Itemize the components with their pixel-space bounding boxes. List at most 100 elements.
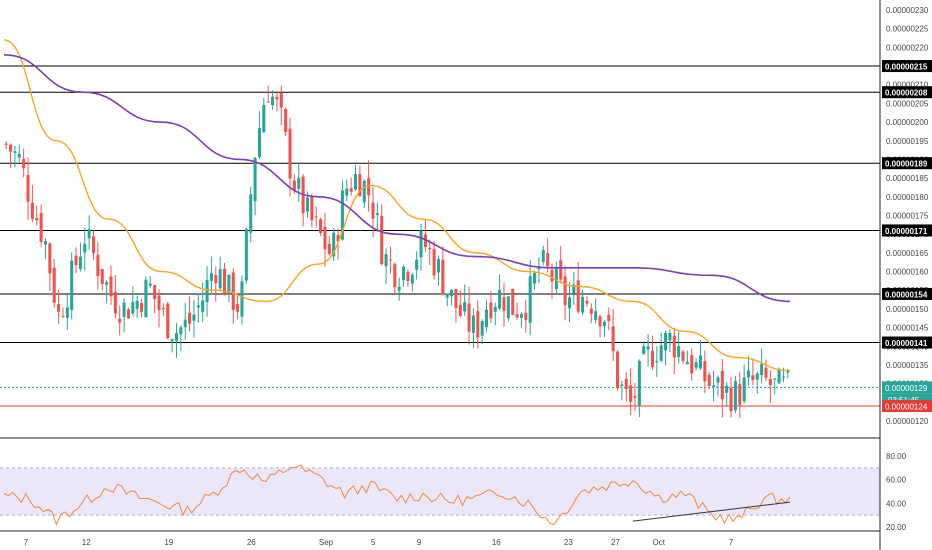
time-tick-label: Oct xyxy=(653,538,666,547)
candle-body xyxy=(144,279,148,318)
candle-body xyxy=(140,302,144,312)
candle-body xyxy=(471,315,475,334)
candle-body xyxy=(105,282,109,285)
candle-body xyxy=(712,385,716,388)
candle-body xyxy=(746,370,751,378)
candle-body xyxy=(681,351,685,361)
candle-body xyxy=(161,308,165,310)
candle-body xyxy=(659,345,663,361)
candle-body xyxy=(454,289,458,308)
price-axis[interactable]: 0.00000230 0.00000225 0.00000220 0.00000215… xyxy=(879,0,932,550)
candle-body xyxy=(192,314,196,321)
candle-body xyxy=(450,289,454,297)
candle-body xyxy=(458,304,462,316)
candle-body xyxy=(227,274,231,295)
candle-body xyxy=(764,367,768,378)
candle-body xyxy=(725,385,729,393)
candle-body xyxy=(17,153,21,158)
candle-body xyxy=(572,284,576,294)
candle-body xyxy=(188,312,192,324)
candle-body xyxy=(122,302,126,317)
price-tick-label: 0.00000165 xyxy=(886,249,929,258)
level-tag xyxy=(882,224,932,237)
candle-body xyxy=(83,243,87,253)
last-price-tag-label: 0.00000129 xyxy=(885,384,928,393)
ma-slow-line xyxy=(3,54,791,303)
candle-body xyxy=(423,234,427,247)
candle-body xyxy=(773,378,777,380)
candle-body xyxy=(668,332,672,341)
candle-body xyxy=(78,256,82,269)
candle-body xyxy=(358,174,362,197)
candle-body xyxy=(231,272,235,311)
candle-body xyxy=(493,307,497,312)
candle-body xyxy=(74,255,78,266)
rsi-tick-label: 60.00 xyxy=(886,476,907,485)
candle-body xyxy=(498,289,502,309)
candle-body xyxy=(716,377,720,383)
price-tick-label: 0.00000145 xyxy=(886,324,929,333)
candle-body xyxy=(275,96,279,100)
candle-body xyxy=(35,218,39,221)
candle-body xyxy=(432,248,436,276)
candle-body xyxy=(13,151,17,153)
candle-body xyxy=(445,293,449,298)
level-tag-label: 0.00000208 xyxy=(885,89,928,98)
level-tag-label: 0.00000154 xyxy=(885,290,928,299)
rsi-tick-label: 40.00 xyxy=(886,499,907,508)
candle-body xyxy=(288,128,292,179)
price-pane[interactable] xyxy=(0,39,880,439)
candle-body xyxy=(733,381,737,411)
candle-body xyxy=(375,213,379,215)
candle-body xyxy=(624,378,628,390)
candle-body xyxy=(174,333,179,341)
rsi-pane[interactable] xyxy=(0,464,880,526)
candle-body xyxy=(240,281,244,317)
candle-body xyxy=(786,370,790,373)
time-axis[interactable]: 7 12 19 26 Sep 5 9 16 23 27 Oct 7 xyxy=(0,530,880,547)
candle-body xyxy=(402,266,406,281)
time-tick-label: 16 xyxy=(492,538,501,547)
candle-body xyxy=(515,313,519,318)
candle-body xyxy=(222,268,227,296)
ma-fast-line xyxy=(3,39,791,372)
candle-body xyxy=(135,300,139,309)
price-tick-label: 0.00000205 xyxy=(886,99,929,108)
candle-body xyxy=(781,376,785,378)
candle-body xyxy=(511,288,515,315)
candle-body xyxy=(22,158,26,169)
candle-body xyxy=(266,101,270,103)
candle-body xyxy=(576,280,580,312)
candle-body xyxy=(650,350,654,368)
candle-body xyxy=(646,346,650,350)
candle-body xyxy=(91,236,96,254)
candle-body xyxy=(109,276,113,297)
candle-body xyxy=(345,188,349,196)
candle-body xyxy=(61,315,65,317)
candle-body xyxy=(615,351,620,389)
time-tick-label: 7 xyxy=(24,538,29,547)
time-tick-label: 7 xyxy=(729,538,734,547)
price-tick-label: 0.00000150 xyxy=(886,305,929,314)
candle-body xyxy=(677,346,681,358)
candle-body xyxy=(415,259,419,270)
candle-body xyxy=(284,108,288,133)
candle-body xyxy=(48,243,52,274)
candle-body xyxy=(506,296,510,319)
candle-body xyxy=(698,355,703,369)
candle-body xyxy=(528,276,532,323)
candle-body xyxy=(406,272,410,281)
candle-body xyxy=(249,194,253,233)
time-tick-label: 19 xyxy=(164,538,173,547)
candle-body xyxy=(148,283,152,286)
candle-body xyxy=(410,274,414,284)
candle-body xyxy=(620,384,624,386)
candle-body xyxy=(205,280,209,303)
candle-body xyxy=(642,346,646,354)
candle-body xyxy=(694,362,698,368)
candle-body xyxy=(319,219,323,234)
candle-body xyxy=(397,286,401,291)
time-tick-label: 9 xyxy=(417,538,422,547)
candle-body xyxy=(314,216,318,218)
